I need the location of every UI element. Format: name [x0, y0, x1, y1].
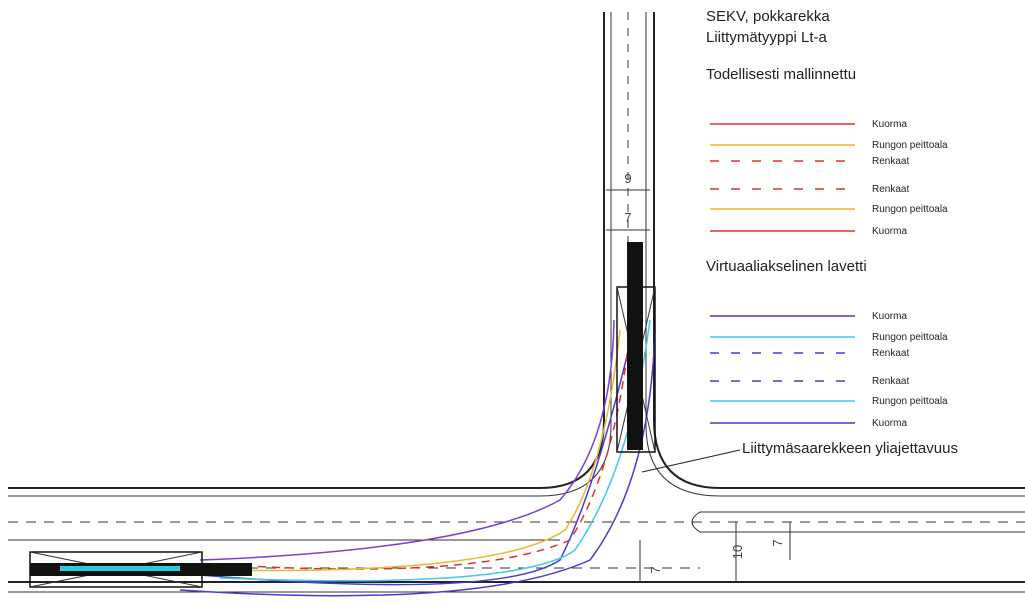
title-line: SEKV, pokkarekka — [706, 8, 830, 25]
legend-label: Kuorma — [872, 119, 907, 130]
legend-label: Kuorma — [872, 226, 907, 237]
legend-heading: Todellisesti mallinnettu — [706, 66, 856, 83]
roads — [8, 12, 1025, 593]
dimension: 7 — [648, 566, 663, 573]
annotation: Liittymäsaarekkeen yliajettavuus — [742, 440, 958, 457]
annotation-leader — [641, 449, 741, 473]
legend-label: Rungon peittoala — [872, 204, 948, 215]
legend-label: Renkaat — [872, 376, 909, 387]
legend-heading: Virtuaaliakselinen lavetti — [706, 258, 867, 275]
dimension: 7 — [770, 539, 785, 546]
swept-paths — [179, 299, 656, 597]
title-line: Liittymätyyppi Lt-a — [706, 29, 828, 46]
dimension: 10 — [730, 545, 745, 559]
legend-label: Rungon peittoala — [872, 332, 948, 343]
legend-label: Kuorma — [872, 418, 907, 429]
legend-label: Renkaat — [872, 184, 909, 195]
legend-label: Rungon peittoala — [872, 140, 948, 151]
dimension: 7 — [624, 210, 631, 225]
legend-label: Kuorma — [872, 311, 907, 322]
vehicle-detail — [60, 566, 180, 571]
legend-label: Renkaat — [872, 156, 909, 167]
legend-label: Renkaat — [872, 348, 909, 359]
legend-label: Rungon peittoala — [872, 396, 948, 407]
vehicle — [627, 242, 643, 450]
dimension: 9 — [624, 171, 631, 186]
vehicles — [29, 242, 656, 588]
